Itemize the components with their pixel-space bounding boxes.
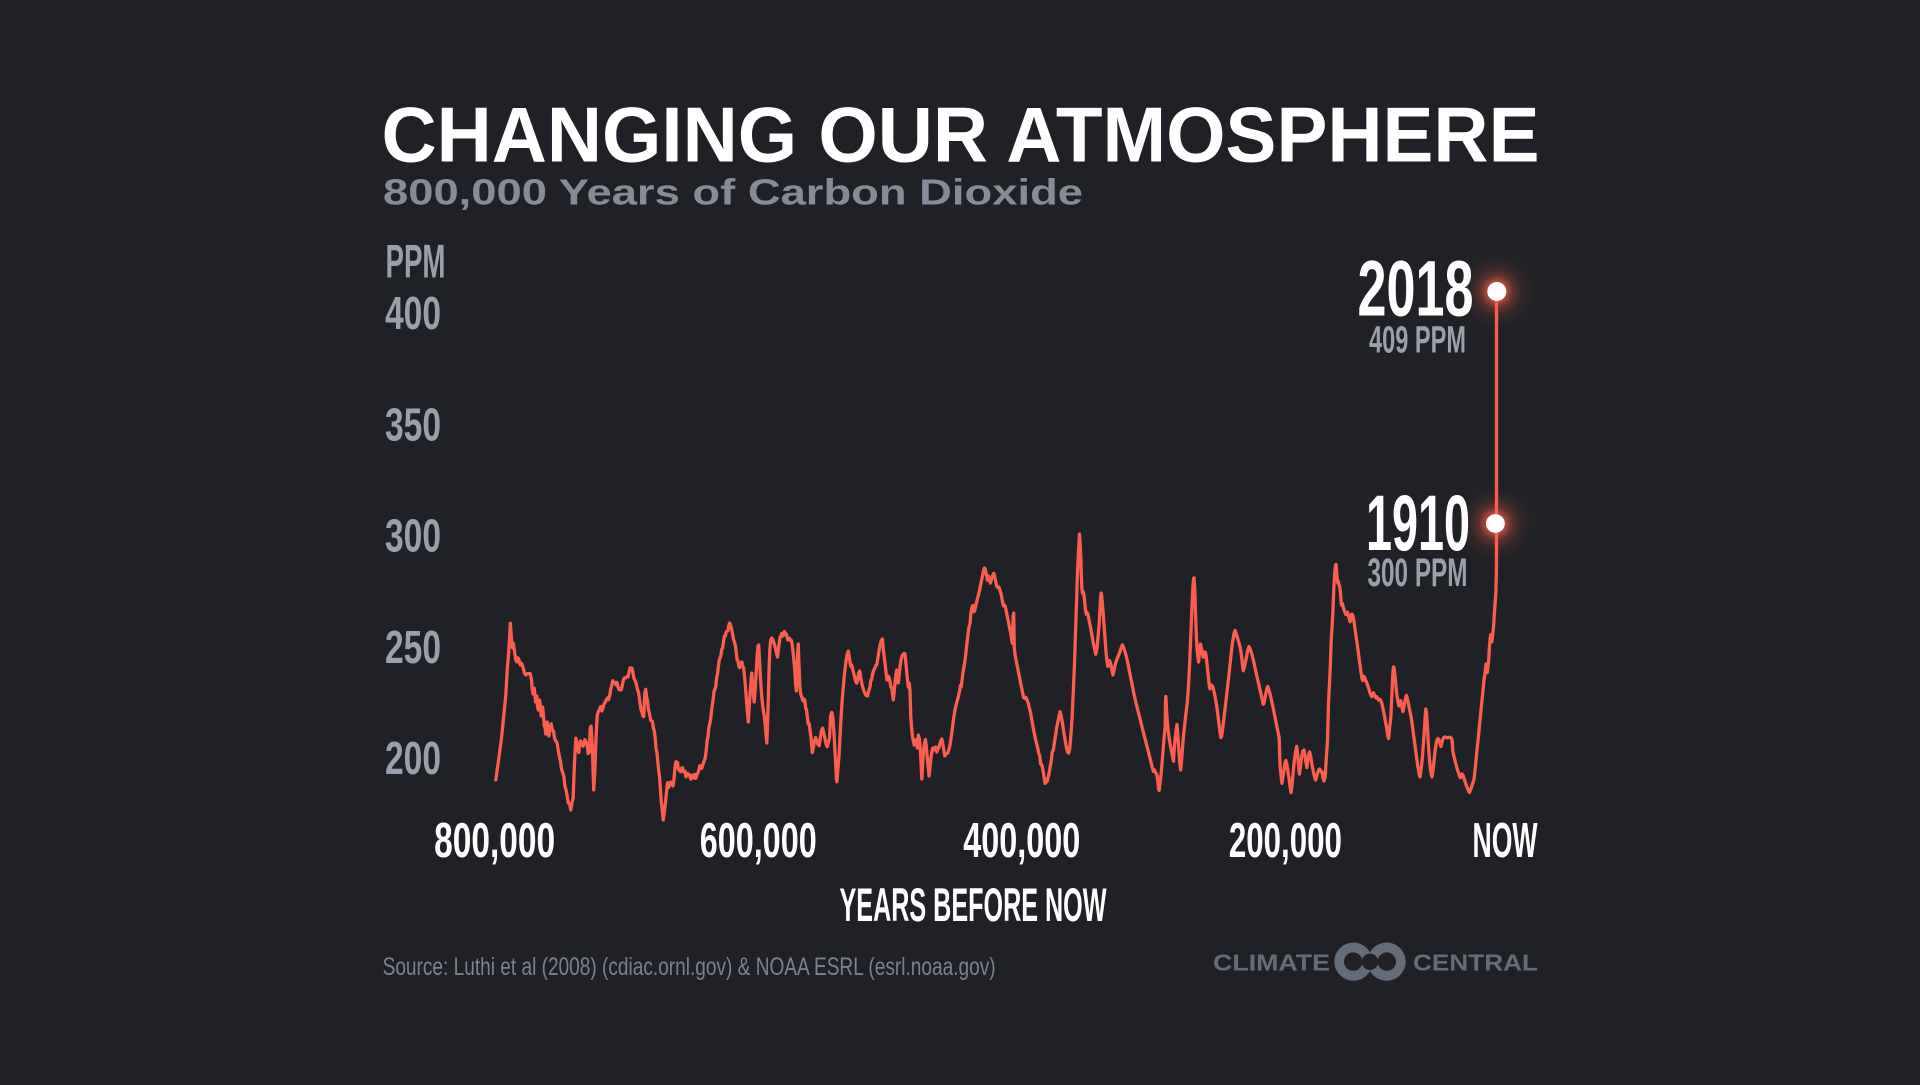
svg-text:600,000: 600,000	[700, 814, 817, 868]
svg-text:CHANGING OUR ATMOSPHERE: CHANGING OUR ATMOSPHERE	[382, 91, 1540, 179]
svg-text:800,000 Years of Carbon Dioxid: 800,000 Years of Carbon Dioxide	[383, 172, 1083, 213]
svg-text:250: 250	[385, 621, 441, 673]
svg-text:300: 300	[385, 510, 441, 562]
svg-text:400,000: 400,000	[963, 814, 1080, 868]
svg-text:PPM: PPM	[386, 235, 446, 288]
svg-text:Source: Luthi et al (2008) (cd: Source: Luthi et al (2008) (cdiac.ornl.g…	[383, 953, 996, 981]
svg-text:1910: 1910	[1366, 479, 1470, 567]
svg-text:200: 200	[385, 732, 441, 784]
svg-text:NOW: NOW	[1473, 814, 1538, 868]
svg-text:400: 400	[385, 287, 441, 339]
svg-text:409 PPM: 409 PPM	[1369, 320, 1466, 362]
svg-text:800,000: 800,000	[434, 814, 555, 868]
svg-text:YEARS BEFORE NOW: YEARS BEFORE NOW	[840, 879, 1107, 932]
svg-text:300 PPM: 300 PPM	[1368, 551, 1468, 595]
svg-text:350: 350	[385, 398, 441, 450]
svg-text:CENTRAL: CENTRAL	[1413, 950, 1538, 976]
svg-text:200,000: 200,000	[1229, 814, 1342, 868]
svg-text:CLIMATE: CLIMATE	[1213, 950, 1330, 976]
svg-text:2018: 2018	[1358, 244, 1474, 332]
